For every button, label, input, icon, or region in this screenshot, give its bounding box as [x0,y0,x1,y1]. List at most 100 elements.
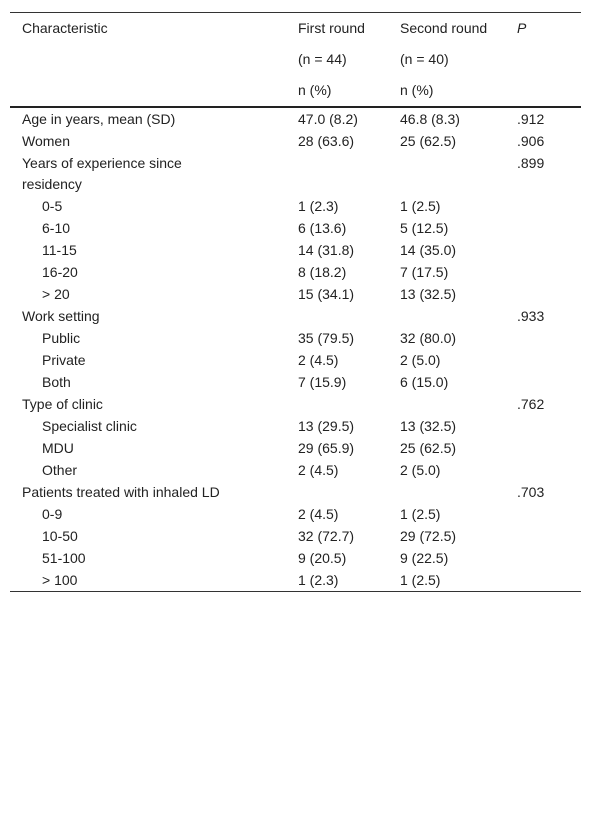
cell: 13 (32.5) [400,418,457,434]
cell [505,327,581,349]
row: Patients treated with inhaled LD .703 [10,481,581,503]
cell: 46.8 (8.3) [400,111,460,127]
table-header: Characteristic First round Second round … [10,13,581,108]
row-label: 0-9 [42,506,63,522]
cell: 47.0 (8.2) [298,111,358,127]
header-cell [10,75,286,108]
cell [286,305,388,327]
cell: 1 (2.5) [400,572,441,588]
cell [505,349,581,371]
header-row: (n = 44) (n = 40) [10,44,581,75]
cell: .933 [517,308,545,324]
row-label: Both [42,374,71,390]
cell: 1 (2.3) [298,572,339,588]
cell: 2 (5.0) [400,352,441,368]
cell [505,283,581,305]
header-cell: (n = 44) [298,51,347,67]
cell: 35 (79.5) [298,330,355,346]
sub-row: Private 2 (4.5) 2 (5.0) [10,349,581,371]
header-cell: n (%) [388,75,505,108]
cell [505,415,581,437]
row-label: Type of clinic [22,396,103,412]
row-label: 11-15 [42,242,77,258]
sub-row: 6-10 6 (13.6) 5 (12.5) [10,217,581,239]
sub-row: > 100 1 (2.3) 1 (2.5) [10,569,581,592]
row-label: 51-100 [42,550,86,566]
cell [505,195,581,217]
row-label: 10-50 [42,528,78,544]
header-cell [505,44,581,75]
sub-row: Other 2 (4.5) 2 (5.0) [10,459,581,481]
row-label: 0-5 [42,198,63,214]
sub-row: 0-5 1 (2.3) 1 (2.5) [10,195,581,217]
cell: 25 (62.5) [400,133,457,149]
cell [505,261,581,283]
header-cell [10,44,286,75]
row-label: Women [22,133,70,149]
header-cell: Characteristic [22,20,108,36]
cell: 7 (17.5) [400,264,449,280]
cell [286,152,388,195]
row-label: Public [42,330,81,346]
row-label: Work setting [22,308,100,324]
cell: 1 (2.5) [400,198,441,214]
cell [388,481,505,503]
header-cell [505,75,581,108]
cell: 2 (5.0) [400,462,441,478]
cell: 28 (63.6) [298,133,355,149]
header-cell: n (%) [286,75,388,108]
cell [388,305,505,327]
cell [388,393,505,415]
cell: 2 (4.5) [298,462,339,478]
header-cell: First round [298,20,365,36]
cell: 15 (34.1) [298,286,355,302]
row: Work setting .933 [10,305,581,327]
row-label: > 100 [42,572,78,588]
cell: 5 (12.5) [400,220,449,236]
cell: 9 (20.5) [298,550,347,566]
header-cell: (n = 40) [400,51,449,67]
row: Years of experience since residency .899 [10,152,581,195]
cell: 8 (18.2) [298,264,347,280]
sub-row: > 20 15 (34.1) 13 (32.5) [10,283,581,305]
row-label: 6-10 [42,220,71,236]
row-label: Other [42,462,78,478]
row-label: MDU [42,440,74,456]
cell: 14 (31.8) [298,242,355,258]
header-row: n (%) n (%) [10,75,581,108]
cell: 1 (2.3) [298,198,339,214]
row: Type of clinic .762 [10,393,581,415]
cell [505,525,581,547]
cell: 25 (62.5) [400,440,457,456]
cell: 6 (15.0) [400,374,449,390]
sub-row: 16-20 8 (18.2) 7 (17.5) [10,261,581,283]
row-label: Patients treated with inhaled LD [22,484,220,500]
row-label: Specialist clinic [42,418,137,434]
cell: 13 (32.5) [400,286,457,302]
row-label: 16-20 [42,264,78,280]
cell: 14 (35.0) [400,242,457,258]
table: Characteristic First round Second round … [10,12,581,592]
label-text: Years of experience since residency [22,155,182,192]
sub-row: 10-50 32 (72.7) 29 (72.5) [10,525,581,547]
cell: .912 [517,111,545,127]
sub-row: MDU 29 (65.9) 25 (62.5) [10,437,581,459]
cell: 32 (72.7) [298,528,355,544]
header-cell: Second round [400,20,488,36]
header-row: Characteristic First round Second round … [10,13,581,45]
cell: .899 [517,155,545,171]
header-cell: P [517,20,527,36]
row-label: Age in years, mean (SD) [22,111,176,127]
sub-row: Specialist clinic 13 (29.5) 13 (32.5) [10,415,581,437]
cell: 9 (22.5) [400,550,449,566]
cell: .906 [517,133,545,149]
sub-row: 11-15 14 (31.8) 14 (35.0) [10,239,581,261]
row-label: Private [42,352,86,368]
cell [505,503,581,525]
sub-row: 0-9 2 (4.5) 1 (2.5) [10,503,581,525]
row-label: > 20 [42,286,70,302]
cell [505,371,581,393]
cell: 29 (65.9) [298,440,355,456]
cell [505,547,581,569]
